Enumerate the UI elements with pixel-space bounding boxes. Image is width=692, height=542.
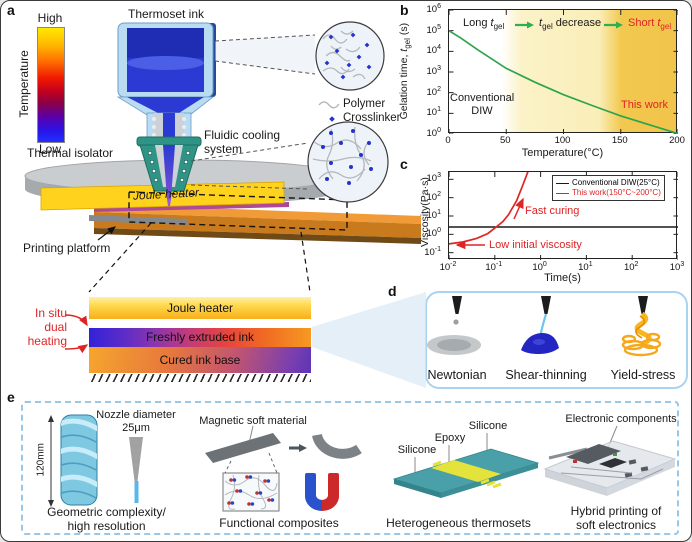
tick-label: 103 bbox=[426, 65, 441, 78]
tick-label: 10-1 bbox=[424, 245, 441, 258]
printing-platform-slab bbox=[89, 202, 421, 244]
in-situ-arrow-bottom bbox=[64, 344, 89, 354]
tick-label: 100 bbox=[554, 135, 571, 146]
c-x-tick-labels: 10-2 10-1 100 101 102 103 bbox=[440, 261, 685, 274]
silicone-left-label: Silicone bbox=[397, 444, 437, 456]
inset-connector-right bbox=[300, 231, 311, 293]
b-annotation-short-tgel: Short tgel bbox=[628, 17, 672, 32]
tick-label: 150 bbox=[611, 135, 628, 146]
nozzle-diameter-label-2: 25μm bbox=[122, 422, 150, 434]
panel-e-label: e bbox=[7, 389, 15, 405]
colorbar-low-label: Low bbox=[38, 142, 61, 156]
caption-geometric-complexity: Geometric complexity/high resolution bbox=[47, 505, 166, 533]
inset-joule-heater-bar: Joule heater bbox=[89, 297, 311, 319]
nozzle-diameter-label-1: Nozzle diameter bbox=[96, 409, 176, 421]
silicone-right-label: Silicone bbox=[468, 420, 508, 432]
printing-platform-label: Printing platform bbox=[23, 241, 111, 255]
polymer-legend-label: Polymer bbox=[343, 98, 386, 110]
tick-label: 106 bbox=[426, 3, 441, 16]
in-situ-label-2: dual bbox=[44, 320, 67, 334]
fluidic-cooling-label-2: system bbox=[204, 142, 243, 156]
c-x-axis-label: Time(s) bbox=[544, 272, 581, 284]
panel-a-label: a bbox=[7, 2, 15, 18]
inset-fresh-ink-bar: Freshly extruded ink bbox=[89, 328, 311, 347]
caption-heterogeneous-thermosets: Heterogeneous thermosets bbox=[386, 516, 531, 530]
panel-b-label: b bbox=[400, 2, 409, 18]
c-y-axis-label: Viscosity(Pa·s) bbox=[418, 177, 431, 247]
c-annotation-fast-curing: Fast curing bbox=[525, 205, 580, 217]
tick-label: 101 bbox=[426, 209, 441, 222]
tick-label: 101 bbox=[426, 106, 441, 119]
b-y-tick-labels: 106 105 104 103 102 101 100 bbox=[410, 3, 444, 139]
tick-label: 101 bbox=[578, 261, 593, 274]
caption-yield-stress: Yield-stress bbox=[610, 368, 676, 382]
thermal-isolator-label: Thermal isolator bbox=[27, 146, 114, 160]
platform-sheet bbox=[89, 215, 187, 225]
caption-hybrid-printing: Hybrid printing of soft electronics bbox=[570, 504, 662, 532]
tick-label: 103 bbox=[669, 261, 685, 274]
b-annotation-conventional-diw: Conventional DIW bbox=[450, 92, 515, 117]
caption-newtonian: Newtonian bbox=[427, 368, 487, 382]
tick-label: 102 bbox=[426, 85, 441, 98]
ink-syringe bbox=[116, 22, 216, 147]
in-situ-label-1: In situ bbox=[34, 306, 67, 320]
c-legend-row-this-work: This work(150°C~200°C) bbox=[556, 188, 661, 198]
in-situ-label-3: heating bbox=[27, 334, 67, 348]
colorbar-high-label: High bbox=[37, 11, 63, 25]
tick-label: 100 bbox=[532, 261, 547, 274]
crosslinker-icon bbox=[329, 116, 335, 122]
electronic-components-label: Electronic components bbox=[565, 413, 677, 425]
thermoset-ink-label: Thermoset ink bbox=[127, 7, 205, 21]
tick-label: 10-1 bbox=[485, 261, 503, 274]
black-line-swatch bbox=[556, 182, 569, 184]
b-x-tick-labels: 0 50 100 150 200 bbox=[445, 135, 685, 147]
c-legend: Conventional DIW(25°C) This work(150°C~2… bbox=[552, 175, 665, 201]
tick-label: 200 bbox=[669, 135, 685, 146]
polymer-icon bbox=[318, 101, 340, 109]
temperature-colorbar bbox=[37, 27, 65, 143]
fluidic-cooling-label-1: Fluidic cooling bbox=[204, 128, 281, 142]
inset-connector-left bbox=[88, 222, 152, 293]
magnification-beam bbox=[312, 292, 426, 388]
tick-label: 100 bbox=[426, 127, 441, 140]
tick-label: 0 bbox=[445, 135, 451, 146]
panel-c-label: c bbox=[400, 156, 408, 172]
b-annotation-tgel-decrease: tgel decrease bbox=[539, 17, 602, 32]
uncrosslinked-ink-inset bbox=[214, 21, 385, 91]
printing-platform-arrow bbox=[97, 226, 116, 241]
tick-label: 104 bbox=[426, 44, 441, 57]
tick-label: 102 bbox=[623, 261, 639, 274]
panel-d-label: d bbox=[388, 283, 397, 299]
gelation-curve-svg bbox=[449, 10, 678, 134]
in-situ-arrow-top bbox=[64, 314, 88, 327]
gelation-time-chart bbox=[448, 9, 678, 134]
pillar-dimension-label: 120mm bbox=[35, 443, 47, 477]
joule-heater-label: Joule heater bbox=[132, 185, 200, 203]
applications-panel-box bbox=[21, 401, 679, 535]
b-annotation-long-tgel: Long tgel bbox=[463, 17, 505, 32]
tick-label: 100 bbox=[426, 227, 441, 240]
b-annotation-this-work: This work bbox=[621, 99, 669, 111]
caption-functional-composites: Functional composites bbox=[219, 516, 339, 530]
tick-label: 103 bbox=[426, 172, 441, 185]
viscosity-curves-svg bbox=[449, 172, 678, 260]
epoxy-label: Epoxy bbox=[434, 432, 466, 444]
tick-label: 10-2 bbox=[439, 261, 457, 274]
colorbar-axis-label: Temperature bbox=[17, 50, 32, 118]
tick-label: 105 bbox=[426, 23, 441, 36]
ground-hatch bbox=[89, 374, 311, 382]
b-y-axis-label: Gelation time, tgel (s) bbox=[397, 22, 412, 120]
magnetic-soft-material-label: Magnetic soft material bbox=[199, 415, 307, 427]
c-y-tick-labels: 103 102 101 100 10-1 bbox=[410, 171, 444, 259]
b-x-axis-label: Temperature(°C) bbox=[521, 147, 604, 159]
crosslinker-legend-label: Crosslinker bbox=[343, 112, 401, 124]
inset-cured-base-bar: Cured ink base bbox=[89, 347, 311, 373]
c-legend-row-conventional: Conventional DIW(25°C) bbox=[556, 178, 661, 188]
c-annotation-low-viscosity: Low initial viscosity bbox=[489, 239, 582, 251]
caption-shear-thinning: Shear-thinning bbox=[505, 368, 587, 382]
tick-label: 102 bbox=[426, 190, 441, 203]
tick-label: 50 bbox=[499, 135, 511, 146]
red-line-swatch bbox=[556, 192, 569, 194]
